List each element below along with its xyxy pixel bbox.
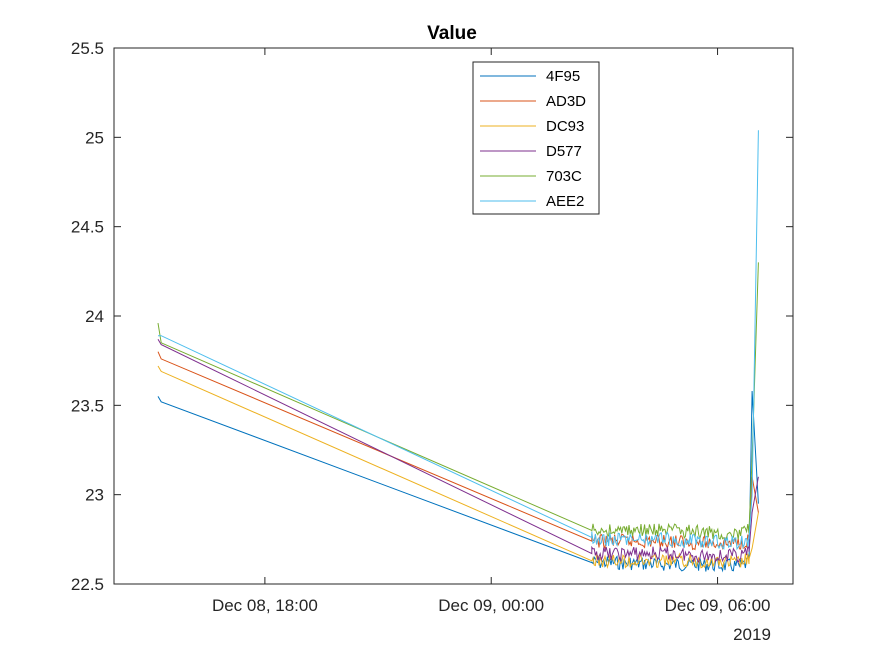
legend-label-703C: 703C <box>546 168 582 185</box>
series-line-DC93 <box>157 365 759 569</box>
series-AEE2 <box>158 130 759 551</box>
y-tick-label: 23 <box>85 486 104 505</box>
legend-label-AEE2: AEE2 <box>546 193 584 210</box>
series-line-AEE2 <box>158 130 759 551</box>
legend-label-D577: D577 <box>546 143 582 160</box>
series-line-4F95 <box>157 390 759 573</box>
x-axis-year-label: 2019 <box>733 625 771 644</box>
x-tick-label: Dec 09, 06:00 <box>665 596 771 615</box>
legend-box <box>472 61 600 215</box>
legend-label-DC93: DC93 <box>546 118 584 135</box>
x-axis: Dec 08, 18:00 Dec 09, 00:00 Dec 09, 06:00 <box>212 48 771 615</box>
legend-label-4F95: 4F95 <box>546 68 580 85</box>
y-tick-label: 24.5 <box>71 218 104 237</box>
series-D577 <box>157 338 759 564</box>
legend[interactable]: 4F95 AD3D DC93 D577 703C AEE2 <box>472 61 600 215</box>
y-tick-label: 23.5 <box>71 396 104 415</box>
series-line-D577 <box>157 338 759 564</box>
series-DC93 <box>157 365 759 569</box>
y-tick-label: 22.5 <box>71 575 104 594</box>
series-4F95 <box>157 390 759 573</box>
y-tick-label: 24 <box>85 307 104 326</box>
y-tick-label: 25 <box>85 128 104 147</box>
legend-label-AD3D: AD3D <box>546 93 586 110</box>
x-tick-label: Dec 08, 18:00 <box>212 596 318 615</box>
x-tick-label: Dec 09, 00:00 <box>438 596 544 615</box>
chart-title: Value <box>427 23 477 44</box>
y-axis: 22.5 23 23.5 24 24.5 25 25.5 <box>71 39 793 594</box>
plot-area <box>114 48 793 584</box>
y-tick-label: 25.5 <box>71 39 104 58</box>
series-layer <box>157 130 759 573</box>
